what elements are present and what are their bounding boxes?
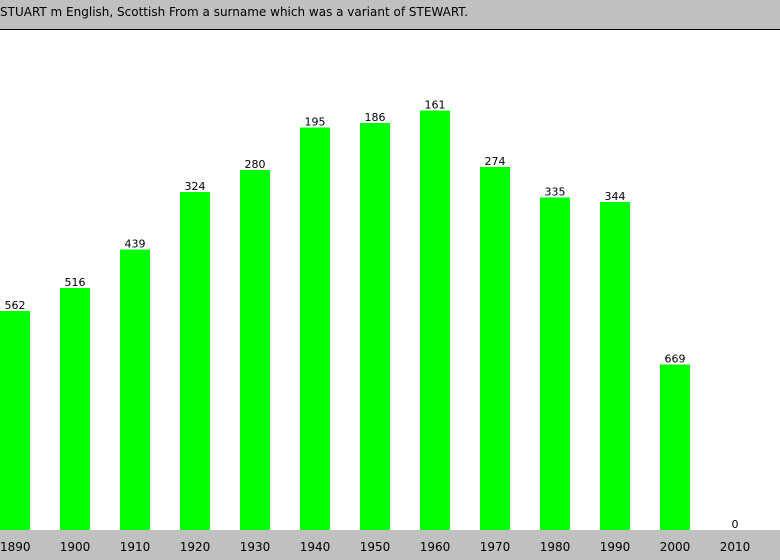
x-axis: 1890 1900 1910 1920 1930 1940 1950 1960 1970 1980… — [0, 530, 780, 560]
tick-label-2000: 2000 — [659, 540, 691, 554]
bar-1930 — [240, 170, 270, 530]
value-label-1910: 439 — [125, 238, 146, 251]
bar-2000 — [660, 364, 690, 530]
bar-1990 — [600, 202, 630, 530]
tick-label-2010: 2010 — [719, 540, 751, 554]
name-description: STUART m English, Scottish From a surnam… — [0, 5, 469, 19]
tick-label-1980: 1980 — [539, 540, 571, 554]
tick-label-1900: 1900 — [59, 540, 91, 554]
bar-1910 — [120, 249, 150, 530]
value-label-2010: 0 — [732, 518, 739, 530]
tick-label-1970: 1970 — [479, 540, 511, 554]
value-label-1990: 344 — [605, 190, 626, 203]
value-label-1970: 274 — [485, 155, 506, 168]
tick-label-1960: 1960 — [419, 540, 451, 554]
tick-label-1910: 1910 — [119, 540, 151, 554]
value-label-1960: 161 — [425, 99, 446, 112]
tick-label-1890: 1890 — [0, 540, 31, 554]
bar-1980 — [540, 197, 570, 530]
value-label-1950: 186 — [365, 111, 386, 124]
tick-label-1920: 1920 — [179, 540, 211, 554]
value-label-1940: 195 — [305, 116, 326, 129]
bar-1940 — [300, 127, 330, 530]
bar-1950 — [360, 123, 390, 530]
value-label-1930: 280 — [245, 158, 266, 171]
value-label-1980: 335 — [545, 186, 566, 199]
bar-1970 — [480, 167, 510, 530]
popularity-chart: 562 516 439 324 280 195 186 161 274 335 344 669 0 — [0, 30, 780, 530]
value-label-1920: 324 — [185, 180, 206, 193]
tick-label-1990: 1990 — [599, 540, 631, 554]
chart-svg: 562 516 439 324 280 195 186 161 274 335 344 669 0 — [0, 99, 739, 530]
tick-label-1940: 1940 — [299, 540, 331, 554]
value-label-1900: 516 — [65, 276, 86, 289]
value-label-2000: 669 — [665, 353, 686, 366]
bar-1900 — [60, 288, 90, 530]
bar-1960 — [420, 110, 450, 530]
bar-1920 — [180, 192, 210, 530]
tick-label-1930: 1930 — [239, 540, 271, 554]
tick-label-1950: 1950 — [359, 540, 391, 554]
value-label-1890: 562 — [5, 299, 26, 312]
bar-1890 — [0, 311, 30, 530]
header-bar: STUART m English, Scottish From a surnam… — [0, 0, 780, 30]
